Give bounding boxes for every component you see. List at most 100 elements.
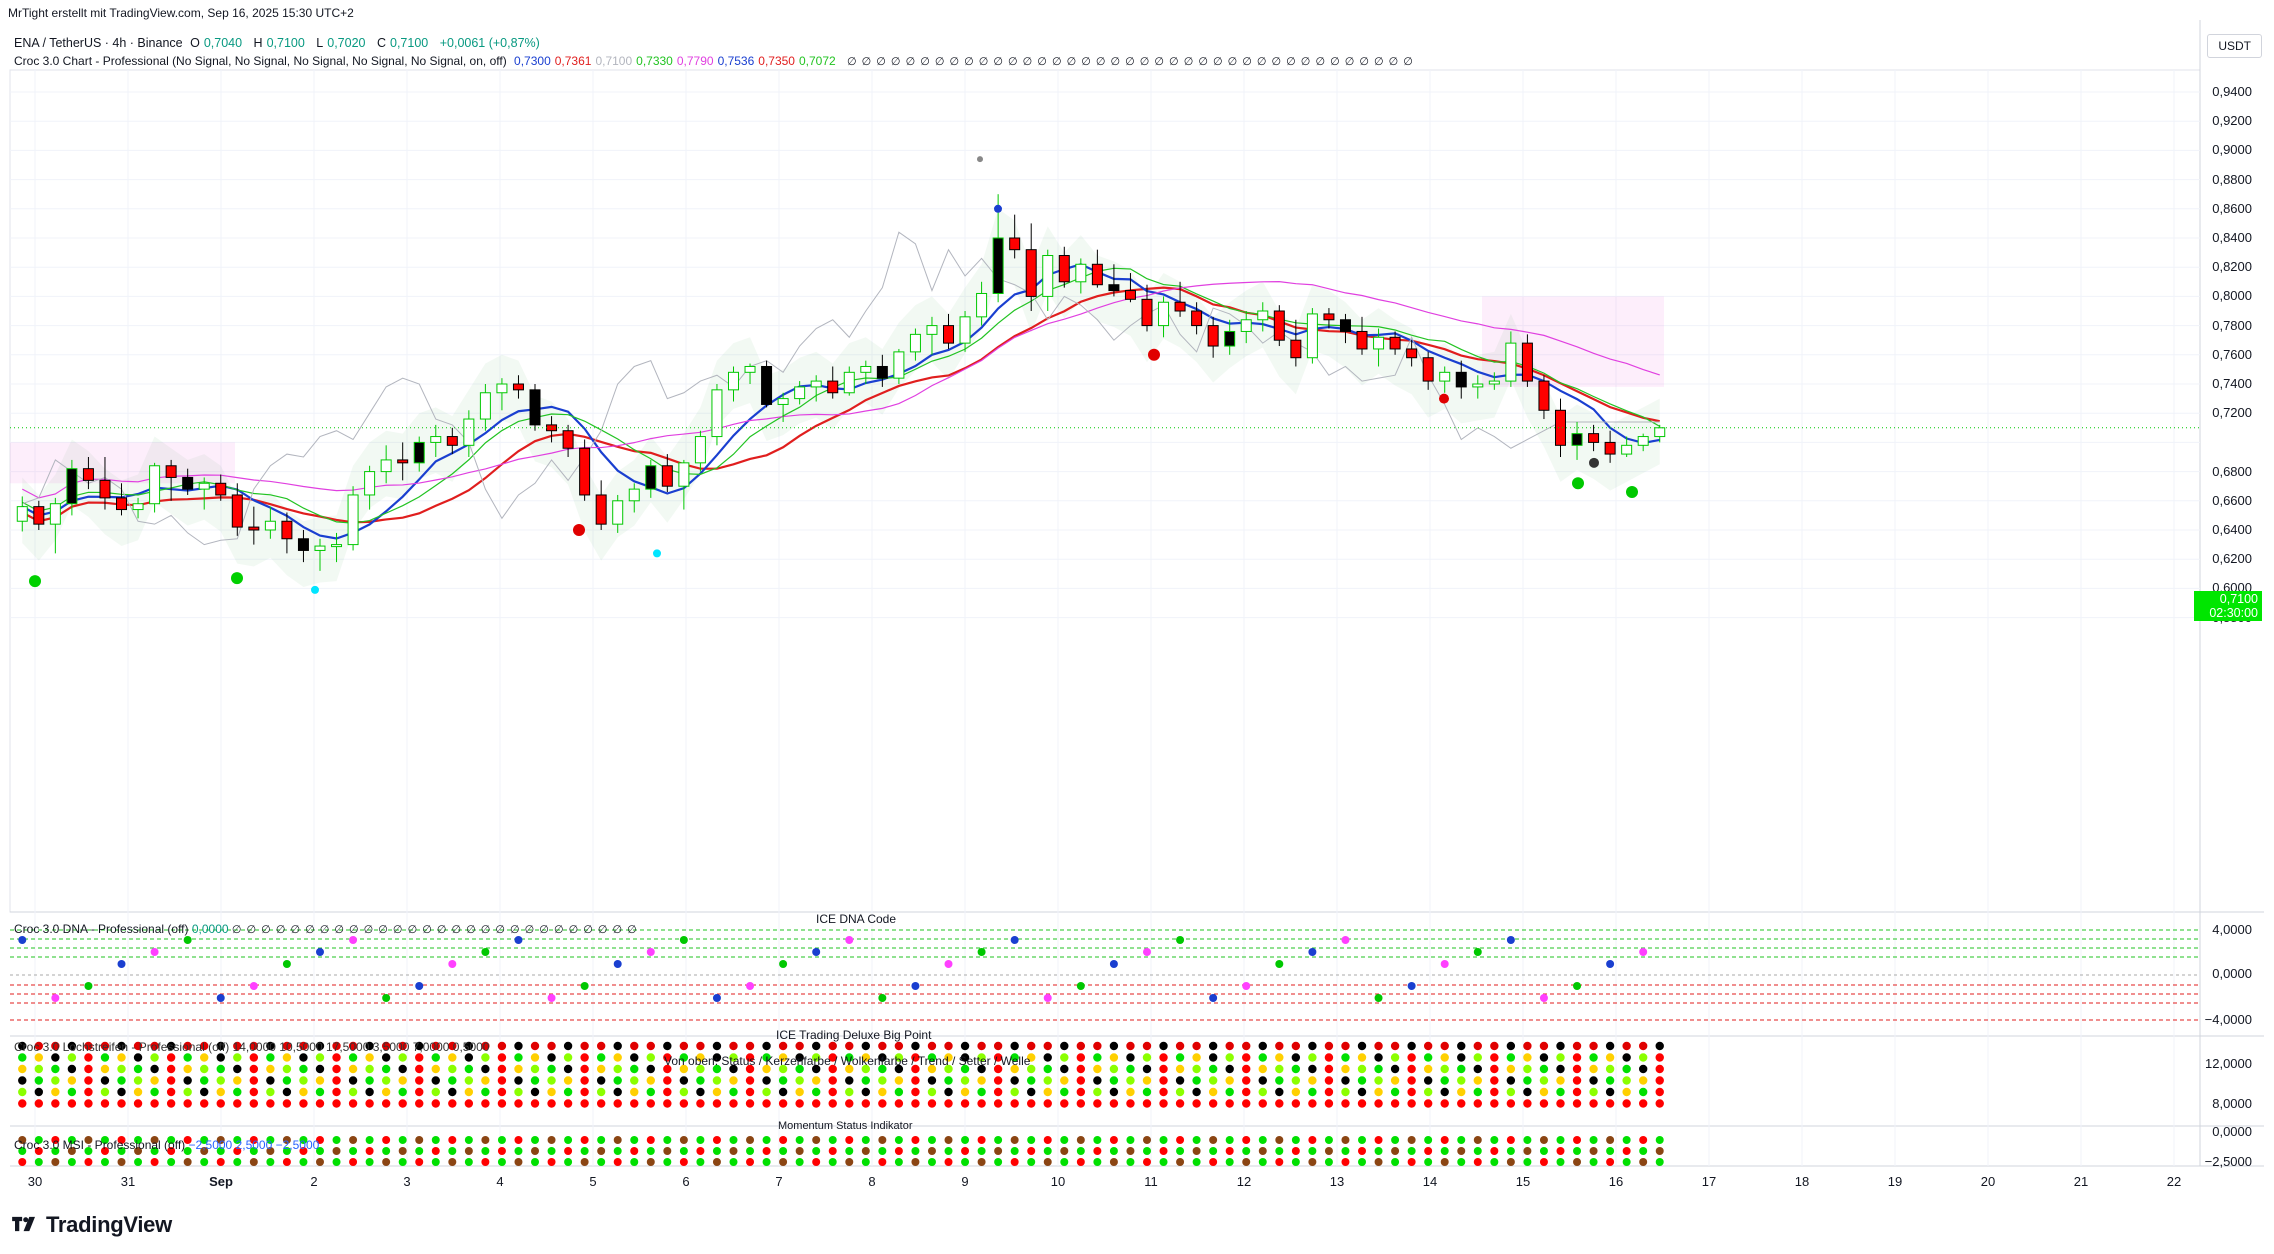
bigpoint-dot <box>861 1053 871 1062</box>
momentum-dot <box>547 1136 556 1144</box>
bigpoint-dot <box>315 1099 325 1108</box>
momentum-dot <box>597 1147 606 1155</box>
momentum-dot <box>994 1147 1003 1155</box>
bigpoint-dot <box>514 1076 523 1085</box>
bigpoint-legend[interactable]: Croc 3.0 Lochstreifen - Professional (of… <box>14 1040 489 1054</box>
candle-body <box>810 380 822 388</box>
bigpoint-dot <box>166 1064 176 1074</box>
momentum-dot <box>1573 1147 1582 1155</box>
bigpoint-dot <box>51 1099 60 1108</box>
momentum-dot <box>812 1136 821 1144</box>
time-axis-label: 21 <box>2073 1174 2089 1189</box>
dna-dot <box>1209 994 1218 1002</box>
bigpoint-dot <box>117 1053 126 1062</box>
candle-body <box>231 494 243 528</box>
croc-value-5: 0,7536 <box>717 54 755 68</box>
momentum-label[interactable]: Croc 3.0 MSI - Professional (off) <box>14 1138 186 1152</box>
momentum-dot <box>282 1136 291 1144</box>
bigpoint-dot <box>1341 1053 1350 1062</box>
bigpoint-dot <box>911 1064 920 1074</box>
momentum-dot <box>67 1158 76 1166</box>
bigpoint-dot <box>497 1041 507 1051</box>
momentum-dot <box>1490 1158 1499 1166</box>
bigpoint-axis-bottom: 8,0000 <box>2212 1096 2252 1111</box>
candle-body <box>546 424 558 432</box>
dna-dot <box>1539 994 1548 1002</box>
candle-body <box>1224 330 1236 347</box>
momentum-legend[interactable]: Croc 3.0 MSI - Professional (off) −2,500… <box>14 1138 319 1152</box>
momentum-dot <box>1407 1158 1416 1166</box>
momentum-dot <box>878 1136 887 1144</box>
candle-body <box>1554 409 1566 446</box>
bigpoint-dot <box>795 1053 804 1062</box>
candle-body <box>1191 310 1203 327</box>
bigpoint-overlay-label[interactable]: Croc 3.0 Lochstreifen - Professional (of… <box>14 1040 230 1054</box>
bigpoint-dot <box>1308 1099 1317 1108</box>
currency-button[interactable]: USDT <box>2207 34 2262 58</box>
momentum-dot <box>1440 1136 1449 1144</box>
bigpoint-dot <box>1589 1053 1598 1062</box>
croc-chart-legend[interactable]: Croc 3.0 Chart - Professional (No Signal… <box>14 54 1418 68</box>
momentum-dot <box>795 1136 804 1144</box>
momentum-dot <box>1473 1158 1482 1166</box>
bigpoint-dot <box>1390 1099 1400 1108</box>
momentum-dot <box>630 1158 639 1166</box>
candle-body <box>82 468 94 481</box>
bigpoint-dot <box>315 1076 325 1085</box>
bigpoint-dot <box>1589 1099 1598 1108</box>
bigpoint-dot <box>415 1053 424 1062</box>
candle-body <box>1356 330 1368 350</box>
bigpoint-dot <box>894 1053 904 1062</box>
bigpoint-dot <box>1175 1076 1185 1085</box>
candle-body <box>959 316 971 344</box>
bigpoint-dot <box>1357 1099 1367 1108</box>
momentum-dot <box>415 1136 424 1144</box>
bigpoint-dot <box>762 1076 771 1085</box>
price-axis-label: 0,7600 <box>2212 346 2252 362</box>
candle-body <box>1124 290 1136 300</box>
croc-chart-label[interactable]: Croc 3.0 Chart - Professional (No Signal… <box>14 54 507 68</box>
momentum-dot <box>464 1158 473 1166</box>
bigpoint-dot <box>878 1076 887 1085</box>
candle-body <box>1323 313 1335 321</box>
momentum-dot <box>1176 1158 1185 1166</box>
bigpoint-dot <box>1043 1064 1052 1074</box>
dna-empty-marks: ∅ ∅ ∅ ∅ ∅ ∅ ∅ ∅ ∅ ∅ ∅ ∅ ∅ ∅ ∅ ∅ ∅ ∅ ∅ ∅ … <box>231 924 638 936</box>
candle-body <box>397 459 409 464</box>
momentum-dot <box>233 1136 242 1144</box>
momentum-dot <box>646 1147 655 1155</box>
momentum-dot <box>531 1158 540 1166</box>
momentum-dot <box>845 1147 854 1155</box>
bigpoint-dot <box>1357 1087 1367 1097</box>
candle-body <box>1521 342 1533 382</box>
momentum-dot <box>762 1147 771 1155</box>
candle-body <box>694 436 706 464</box>
momentum-dot <box>117 1158 126 1166</box>
dna-legend[interactable]: Croc 3.0 DNA - Professional (off) 0,0000… <box>14 922 638 936</box>
bigpoint-dot <box>216 1041 225 1051</box>
momentum-dot <box>1589 1158 1598 1166</box>
dna-dot <box>1374 994 1383 1002</box>
candle-body <box>248 526 260 531</box>
momentum-dot <box>1506 1136 1515 1144</box>
bigpoint-dot <box>679 1041 689 1051</box>
candle-body <box>198 482 210 490</box>
bigpoint-dot <box>663 1064 672 1074</box>
bigpoint-dot <box>365 1099 374 1108</box>
dna-label[interactable]: Croc 3.0 DNA - Professional (off) <box>14 922 189 936</box>
momentum-dot <box>663 1136 672 1144</box>
bigpoint-dot <box>894 1064 904 1074</box>
bigpoint-dot <box>977 1064 986 1074</box>
symbol-name[interactable]: ENA / TetherUS · 4h · Binance <box>14 36 183 50</box>
price-axis-label: 0,6200 <box>2212 551 2252 567</box>
candle-body <box>116 497 128 511</box>
bigpoint-dot <box>1159 1041 1168 1051</box>
momentum-dot <box>134 1147 143 1155</box>
momentum-dot <box>1374 1158 1383 1166</box>
momentum-dot <box>18 1158 27 1166</box>
tradingview-logo[interactable]: TradingView <box>10 1212 172 1238</box>
candle-body <box>678 462 690 487</box>
time-axis-label: 4 <box>496 1174 504 1189</box>
